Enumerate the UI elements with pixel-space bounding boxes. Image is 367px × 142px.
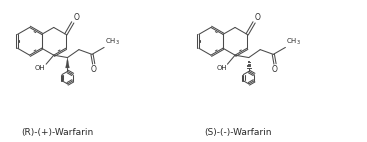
Text: (S)-(-)-Warfarin: (S)-(-)-Warfarin [204,128,272,137]
Text: CH$_3$: CH$_3$ [105,37,120,47]
Text: O: O [73,13,79,22]
Text: O: O [255,13,261,22]
Text: OH: OH [216,65,227,71]
Polygon shape [66,58,69,68]
Text: (R)-(+)-Warfarin: (R)-(+)-Warfarin [21,128,93,137]
Text: CH$_3$: CH$_3$ [286,37,301,47]
Text: O: O [272,65,278,74]
Text: OH: OH [35,65,46,71]
Text: O: O [91,65,97,74]
